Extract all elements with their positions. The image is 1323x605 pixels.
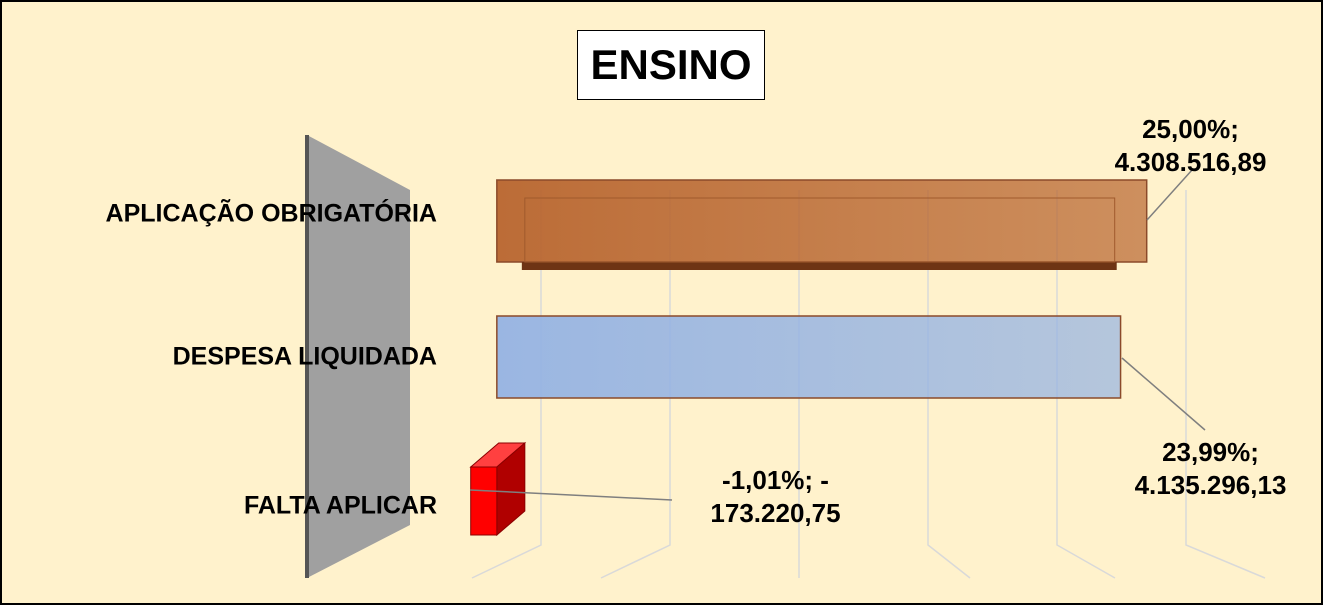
bar-inner [524, 197, 1116, 263]
leader-line [1146, 169, 1193, 221]
bar [470, 466, 498, 536]
value-label: 25,00%; 4.308.516,89 [1114, 114, 1267, 177]
wall [307, 135, 410, 578]
leader-line [469, 489, 673, 501]
leader-line [1121, 357, 1206, 431]
bar-bottom [521, 262, 1117, 270]
value-label: -1,01%; - 173.220,75 [710, 465, 841, 528]
category-label: APLICAÇÃO OBRIGATÓRIA [106, 198, 437, 228]
category-label: FALTA APLICAR [244, 492, 437, 520]
value-label: 23,99%; 4.135.296,13 [1134, 437, 1287, 500]
grid [471, 190, 1266, 579]
chart-title: ENSINO [577, 30, 765, 100]
category-label: DESPESA LIQUIDADA [173, 343, 437, 371]
bar [496, 315, 1122, 399]
bar [496, 179, 1148, 263]
